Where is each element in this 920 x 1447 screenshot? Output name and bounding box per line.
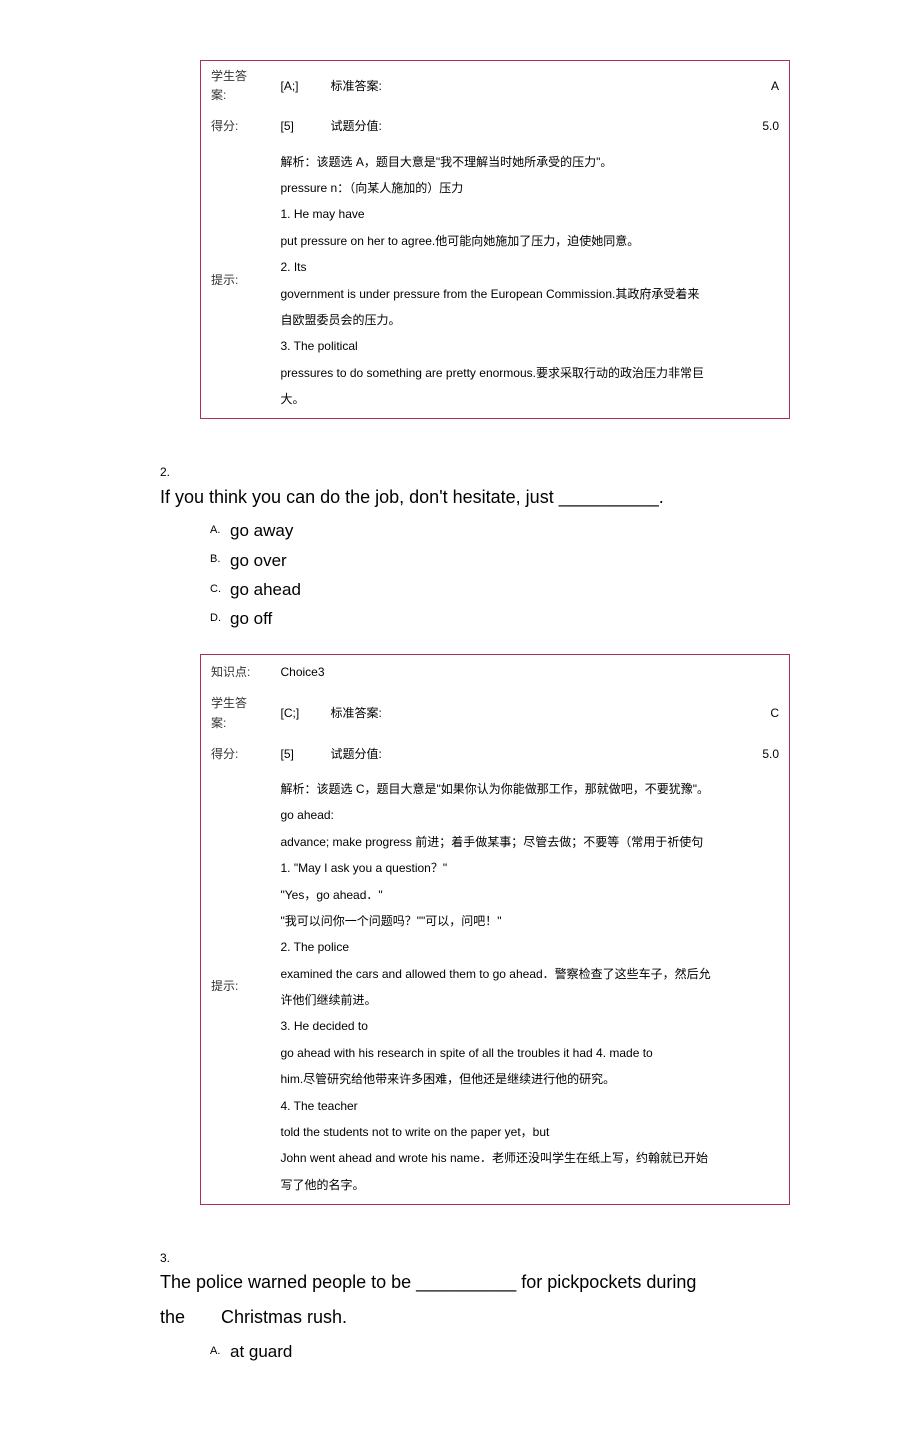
tips-content: 解析：该题选 A，题目大意是"我不理解当时她所承受的压力"。 pressure … (271, 143, 790, 419)
question-2: 2. If you think you can do the job, don'… (160, 459, 820, 634)
standard-answer-label: 标准答案: (321, 61, 401, 112)
tips-line: go ahead with his research in spite of a… (281, 1040, 780, 1066)
question-number: 2. (160, 459, 190, 482)
student-answer-row: 学生答案: [A;] 标准答案: A (201, 61, 790, 112)
tips-line: him.尽管研究给他带来许多困难，但他还是继续进行他的研究。 (281, 1066, 780, 1092)
tips-line: 3. He decided to (281, 1013, 780, 1039)
question-text: If you think you can do the job, don't h… (160, 483, 800, 512)
q2-answer-table: 知识点: Choice3 学生答案: [C;] 标准答案: C 得分: [5] … (200, 654, 790, 1205)
tips-line: advance; make progress 前进；着手做某事；尽管去做；不要等… (281, 829, 780, 855)
tips-line: 2. The police (281, 934, 780, 960)
item-score-value: 5.0 (401, 111, 790, 142)
item-score-label: 试题分值: (321, 739, 401, 770)
student-answer-label: 学生答案: (201, 61, 271, 112)
knowledge-point-value: Choice3 (271, 655, 790, 689)
tips-row: 提示: 解析：该题选 C，题目大意是"如果你认为你能做那工作，那就做吧，不要犹豫… (201, 770, 790, 1205)
tips-label: 提示: (201, 143, 271, 419)
q1-answer-table: 学生答案: [A;] 标准答案: A 得分: [5] 试题分值: 5.0 提示:… (200, 60, 790, 419)
tips-line: told the students not to write on the pa… (281, 1119, 780, 1145)
options-list: A.at guard (210, 1338, 800, 1365)
option-text: go over (230, 551, 287, 570)
question-number: 3. (160, 1245, 190, 1268)
option-text: go off (230, 609, 272, 628)
option-text: go away (230, 521, 293, 540)
tips-line: 1. He may have (281, 201, 780, 227)
tips-line: 1. "May I ask you a question？" (281, 855, 780, 881)
score-row: 得分: [5] 试题分值: 5.0 (201, 739, 790, 770)
score-value: [5] (271, 111, 321, 142)
question-text-line2: the Christmas rush. (160, 1303, 800, 1332)
option-row[interactable]: B.go over (210, 547, 800, 574)
tips-line: 2. Its (281, 254, 780, 280)
option-row[interactable]: A.go away (210, 517, 800, 544)
tips-line: "我可以问你一个问题吗？""可以，问吧！" (281, 908, 780, 934)
option-text: go ahead (230, 580, 301, 599)
tips-line: put pressure on her to agree.他可能向她施加了压力，… (281, 228, 780, 254)
question-body: The police warned people to be _________… (160, 1268, 800, 1367)
tips-line: government is under pressure from the Eu… (281, 281, 780, 307)
tips-line: 解析：该题选 A，题目大意是"我不理解当时她所承受的压力"。 (281, 149, 780, 175)
question-3: 3. The police warned people to be ______… (160, 1245, 820, 1367)
standard-answer-label: 标准答案: (321, 688, 401, 738)
tips-line: 大。 (281, 386, 780, 412)
score-label: 得分: (201, 739, 271, 770)
option-row[interactable]: D.go off (210, 605, 800, 632)
option-letter: B. (210, 551, 230, 569)
score-row: 得分: [5] 试题分值: 5.0 (201, 111, 790, 142)
option-letter: A. (210, 522, 230, 540)
tips-line: 解析：该题选 C，题目大意是"如果你认为你能做那工作，那就做吧，不要犹豫"。 (281, 776, 780, 802)
item-score-value: 5.0 (401, 739, 790, 770)
student-answer-value: [C;] (271, 688, 321, 738)
student-answer-value: [A;] (271, 61, 321, 112)
tips-line: 4. The teacher (281, 1093, 780, 1119)
item-score-label: 试题分值: (321, 111, 401, 142)
score-label: 得分: (201, 111, 271, 142)
option-letter: A. (210, 1343, 230, 1361)
option-text: at guard (230, 1342, 292, 1361)
option-row[interactable]: A.at guard (210, 1338, 800, 1365)
knowledge-point-label: 知识点: (201, 655, 271, 689)
tips-line: pressures to do something are pretty eno… (281, 360, 780, 386)
tips-line: John went ahead and wrote his name．老师还没叫… (281, 1145, 780, 1171)
tips-label: 提示: (201, 770, 271, 1205)
standard-answer-value: C (401, 688, 790, 738)
tips-line: go ahead: (281, 802, 780, 828)
option-letter: C. (210, 581, 230, 599)
question-text-line1: The police warned people to be _________… (160, 1268, 800, 1297)
tips-line: pressure n：（向某人施加的）压力 (281, 175, 780, 201)
tips-line: 自欧盟委员会的压力。 (281, 307, 780, 333)
tips-content: 解析：该题选 C，题目大意是"如果你认为你能做那工作，那就做吧，不要犹豫"。 g… (271, 770, 790, 1205)
tips-line: 3. The political (281, 333, 780, 359)
standard-answer-value: A (401, 61, 790, 112)
question-body: If you think you can do the job, don't h… (160, 483, 800, 635)
score-value: [5] (271, 739, 321, 770)
option-row[interactable]: C.go ahead (210, 576, 800, 603)
tips-row: 提示: 解析：该题选 A，题目大意是"我不理解当时她所承受的压力"。 press… (201, 143, 790, 419)
option-letter: D. (210, 610, 230, 628)
tips-line: 写了他的名字。 (281, 1172, 780, 1198)
tips-line: 许他们继续前进。 (281, 987, 780, 1013)
options-list: A.go awayB.go overC.go aheadD.go off (210, 517, 800, 632)
knowledge-point-row: 知识点: Choice3 (201, 655, 790, 689)
student-answer-label: 学生答案: (201, 688, 271, 738)
tips-line: examined the cars and allowed them to go… (281, 961, 780, 987)
student-answer-row: 学生答案: [C;] 标准答案: C (201, 688, 790, 738)
tips-line: "Yes，go ahead．" (281, 882, 780, 908)
